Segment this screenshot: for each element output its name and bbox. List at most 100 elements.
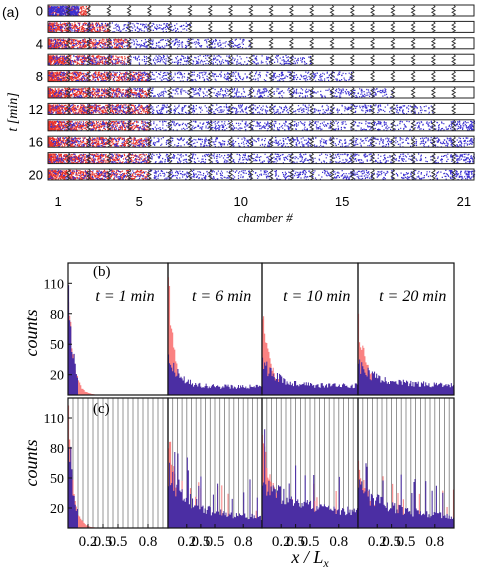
chamber-wall — [410, 70, 416, 82]
chamber-wall — [126, 152, 132, 164]
y-tick-label: 20 — [50, 369, 64, 384]
chamber-wall — [207, 103, 213, 115]
chamber-wall — [370, 135, 376, 148]
chamber-wall — [309, 103, 315, 115]
chamber-wall — [65, 152, 71, 164]
chamber-wall — [390, 135, 396, 148]
chamber-wall — [288, 168, 294, 181]
panel-a-row — [47, 53, 475, 66]
panel-c-label: (c) — [93, 401, 110, 417]
blue-particles — [48, 104, 435, 115]
chamber-wall — [65, 135, 71, 148]
chamber-wall — [65, 53, 71, 66]
panel-a-x-tick-label: 1 — [55, 194, 62, 209]
chamber-wall — [248, 4, 254, 17]
blue-particles — [50, 120, 476, 132]
panel-a-row — [47, 86, 475, 99]
chamber-wall — [187, 103, 193, 115]
chamber-wall — [207, 70, 213, 82]
panel-c-x-axis-label: x / Lx — [290, 547, 329, 570]
chamber-wall — [390, 103, 396, 115]
y-tick-label: 80 — [50, 308, 64, 323]
chamber-wall — [187, 86, 193, 99]
chamber-wall — [329, 103, 335, 115]
chamber-wall — [228, 53, 234, 66]
chamber-wall — [329, 86, 335, 99]
chamber-wall — [65, 70, 71, 82]
chamber-wall — [309, 21, 315, 33]
chamber-wall — [167, 4, 173, 17]
chamber-wall — [410, 21, 416, 33]
chamber-wall — [126, 70, 132, 82]
panel-a-x-tick-label: 21 — [457, 194, 471, 209]
chamber-wall — [430, 21, 436, 33]
chamber-wall — [309, 70, 315, 82]
x-tick-label: 0.2 — [368, 534, 387, 550]
chamber-wall — [268, 152, 274, 164]
x-tick-label: 0.2 — [177, 534, 196, 550]
chamber-wall — [65, 4, 71, 17]
chamber-wall — [370, 70, 376, 82]
chamber-wall — [187, 135, 193, 148]
panel-a-row-frame — [47, 102, 475, 115]
chamber-wall — [268, 119, 274, 132]
blue-particles — [48, 137, 475, 148]
chamber-wall — [329, 119, 335, 132]
chamber-wall — [248, 135, 254, 148]
chamber-wall — [451, 86, 457, 99]
chamber-wall — [309, 37, 315, 50]
chamber-wall — [288, 103, 294, 115]
chamber-wall — [187, 21, 193, 33]
chamber-wall — [288, 4, 294, 17]
chamber-wall — [106, 21, 112, 33]
chamber-wall — [65, 37, 71, 50]
histogram-subpanel: t = 20 min — [357, 262, 455, 396]
chamber-wall — [248, 86, 254, 99]
chamber-wall — [329, 53, 335, 66]
chamber-wall — [228, 152, 234, 164]
chamber-wall — [248, 21, 254, 33]
panel-a-row-frame — [47, 53, 475, 66]
purple-histogram-bars — [168, 354, 262, 395]
chamber-wall — [410, 37, 416, 50]
chamber-wall — [86, 103, 92, 115]
panel-a-x-tick-label: 15 — [335, 194, 349, 209]
chamber-wall — [86, 70, 92, 82]
chamber-wall — [410, 86, 416, 99]
chamber-wall — [268, 70, 274, 82]
chamber-wall — [146, 168, 152, 181]
chamber-wall — [65, 21, 71, 33]
histogram-frame — [167, 262, 263, 396]
red-particles — [48, 22, 111, 33]
chamber-wall — [370, 53, 376, 66]
chamber-wall — [207, 37, 213, 50]
chamber-wall — [86, 86, 92, 99]
chamber-wall — [228, 21, 234, 33]
chamber-wall — [146, 21, 152, 33]
panel-a-y-tick-label: 0 — [36, 4, 43, 19]
chamber-wall — [430, 86, 436, 99]
chamber-wall — [187, 53, 193, 66]
chamber-wall — [390, 4, 396, 17]
chamber-wall — [187, 4, 193, 17]
chamber-wall — [228, 168, 234, 181]
chamber-wall — [146, 86, 152, 99]
panel-a-x-tick-label: 10 — [233, 194, 247, 209]
chamber-wall — [349, 152, 355, 164]
chamber-wall — [167, 103, 173, 115]
chamber-wall — [207, 119, 213, 132]
x-tick-label: 0.5 — [109, 534, 128, 550]
chamber-wall — [390, 119, 396, 132]
chamber-wall — [410, 168, 416, 181]
chamber-wall — [228, 119, 234, 132]
panel-a-row — [47, 37, 475, 50]
chamber-wall — [228, 86, 234, 99]
chamber-wall — [288, 70, 294, 82]
chamber-wall — [451, 21, 457, 33]
chamber-wall — [349, 86, 355, 99]
panel-a-row-frame — [47, 20, 475, 33]
chamber-wall — [126, 37, 132, 50]
histogram-subpanel — [357, 397, 455, 529]
panel-a-row — [47, 119, 476, 132]
